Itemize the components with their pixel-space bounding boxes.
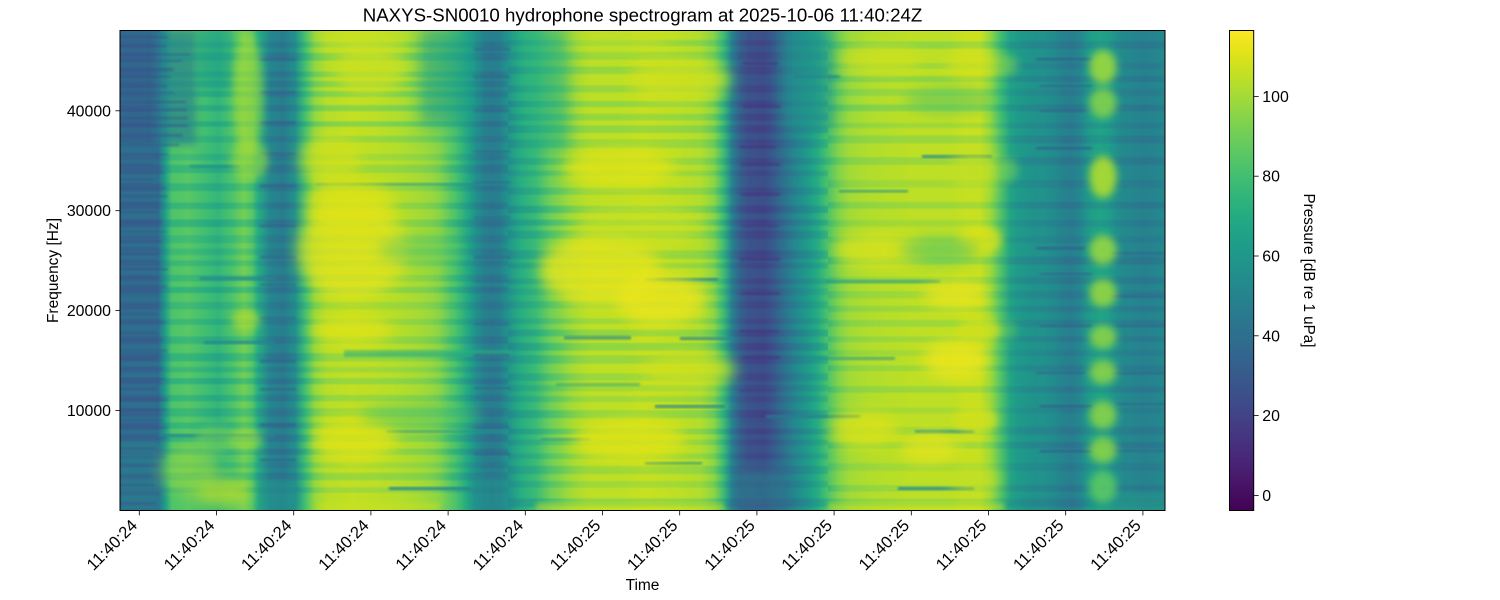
svg-text:100: 100: [1262, 89, 1289, 106]
svg-text:0: 0: [1262, 488, 1271, 505]
svg-text:Frequency [Hz]: Frequency [Hz]: [45, 218, 62, 323]
svg-text:40000: 40000: [67, 103, 111, 120]
svg-text:20: 20: [1262, 408, 1280, 425]
svg-text:10000: 10000: [67, 403, 111, 420]
svg-text:40: 40: [1262, 328, 1280, 345]
svg-text:80: 80: [1262, 169, 1280, 186]
svg-text:60: 60: [1262, 249, 1280, 266]
svg-text:30000: 30000: [67, 203, 111, 220]
svg-text:NAXYS-SN0010 hydrophone spectr: NAXYS-SN0010 hydrophone spectrogram at 2…: [363, 4, 923, 25]
svg-text:20000: 20000: [67, 303, 111, 320]
svg-text:Pressure [dB re 1 uPa]: Pressure [dB re 1 uPa]: [1300, 194, 1317, 348]
svg-text:Time: Time: [626, 577, 660, 594]
